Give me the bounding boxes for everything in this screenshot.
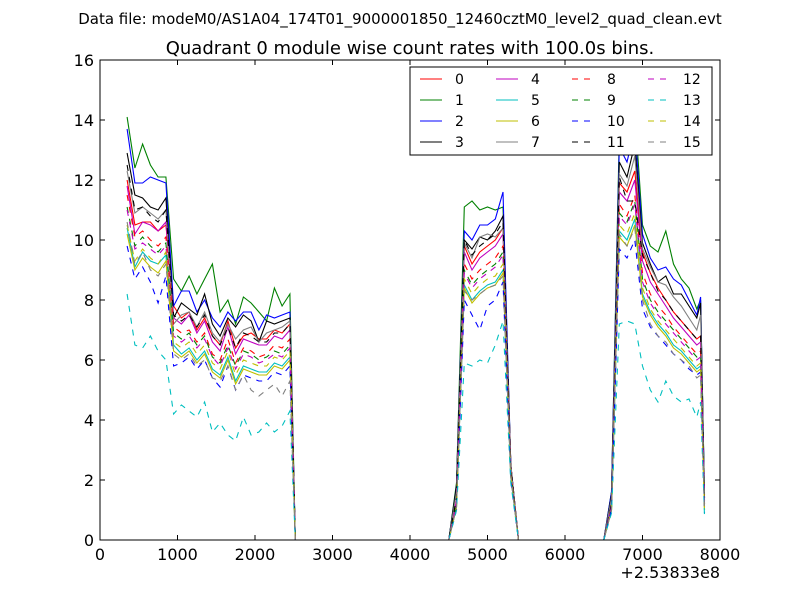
y-tick-label: 14 [74, 111, 94, 130]
x-tick-label: 4000 [390, 545, 431, 564]
legend-label-8: 8 [607, 72, 616, 88]
x-tick-label: 0 [95, 545, 105, 564]
legend-label-4: 4 [531, 72, 540, 88]
x-tick-label: 1000 [157, 545, 198, 564]
legend-label-6: 6 [531, 114, 540, 130]
y-tick-label: 10 [74, 231, 94, 250]
legend-label-10: 10 [607, 114, 625, 130]
legend-label-2: 2 [455, 114, 464, 130]
x-tick-label: 6000 [545, 545, 586, 564]
y-tick-label: 2 [84, 471, 94, 490]
y-tick-label: 0 [84, 531, 94, 550]
legend-label-1: 1 [455, 93, 464, 109]
x-tick-label: 2000 [235, 545, 276, 564]
legend-label-15: 15 [683, 135, 701, 151]
legend-label-9: 9 [607, 93, 616, 109]
x-tick-label: 3000 [312, 545, 353, 564]
axis-ticks: 0 1000 2000 3000 4000 5000 6000 7000 80000246810… [74, 51, 741, 564]
series-line-7 [126, 155, 706, 541]
chart-title: Quadrant 0 module wise count rates with … [166, 38, 655, 59]
x-tick-label: 5000 [467, 545, 508, 564]
legend-label-5: 5 [531, 93, 540, 109]
x-tick-label: 8000 [700, 545, 741, 564]
x-tick-label: 7000 [622, 545, 663, 564]
legend-label-3: 3 [455, 135, 464, 151]
series-line-3 [126, 143, 706, 541]
legend-box [409, 66, 713, 156]
legend-label-13: 13 [683, 93, 701, 109]
y-tick-label: 6 [84, 351, 94, 370]
y-tick-label: 12 [74, 171, 94, 190]
series-line-13 [126, 293, 706, 541]
y-tick-label: 16 [74, 51, 94, 70]
series-lines [126, 110, 706, 541]
series-line-10 [126, 237, 706, 541]
series-line-11 [126, 164, 706, 541]
legend-label-14: 14 [683, 114, 701, 130]
data-file-label: Data file: modeM0/AS1A04_174T01_90000018… [78, 10, 722, 29]
legend-label-12: 12 [683, 72, 701, 88]
x-offset-label: +2.53833e8 [620, 563, 720, 582]
legend-label-7: 7 [531, 135, 540, 151]
legend-label-0: 0 [455, 72, 464, 88]
y-tick-label: 4 [84, 411, 94, 430]
legend-label-11: 11 [607, 135, 625, 151]
y-tick-label: 8 [84, 291, 94, 310]
series-line-12 [126, 203, 706, 541]
